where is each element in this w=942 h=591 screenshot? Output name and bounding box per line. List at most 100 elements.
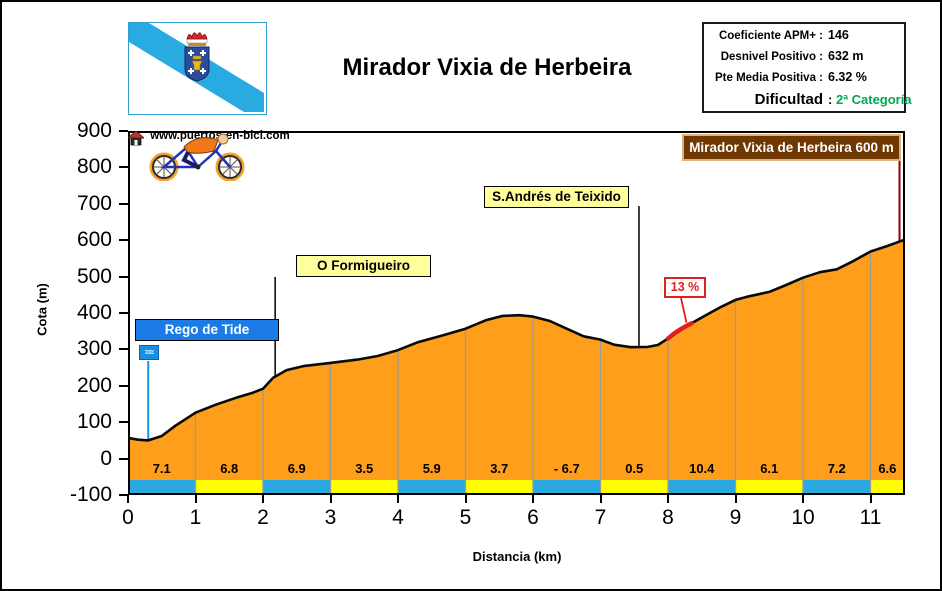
x-axis-tick — [667, 495, 669, 503]
km-stripe — [735, 480, 803, 493]
y-axis-tick — [119, 202, 128, 205]
y-axis-tick-label: 200 — [76, 373, 112, 397]
y-axis-tick-label: 600 — [76, 228, 112, 252]
y-axis-tick — [119, 239, 128, 242]
stat-row-dificultad: Dificultad : 2ª Categoría — [708, 91, 912, 109]
x-axis-tick — [599, 495, 602, 503]
x-axis-tick — [869, 495, 872, 503]
km-stripe — [330, 480, 398, 493]
stat-label: Desnivel Positivo : — [720, 51, 823, 64]
y-axis-tick — [119, 312, 128, 314]
cyclist-icon — [149, 133, 245, 181]
stat-row-coeficiente: Coeficiente APM+ : 146 — [708, 28, 898, 42]
x-axis-tick-label: 7 — [594, 506, 607, 529]
galicia-flag-image — [129, 23, 264, 112]
stat-label: Coeficiente APM+ : — [718, 30, 823, 42]
x-axis-tick-label: 11 — [859, 506, 882, 529]
y-axis-tick — [119, 384, 128, 387]
y-axis-tick — [119, 348, 128, 351]
segment-gradient-value: - 6.7 — [553, 461, 580, 476]
difficulty-value: : 2ª Categoría — [828, 92, 912, 108]
segment-gradient-value: 7.1 — [152, 461, 171, 476]
x-axis-tick-label: 2 — [257, 506, 269, 529]
x-axis-tick — [329, 495, 332, 503]
x-axis-tick-label: 9 — [729, 506, 742, 529]
km-stripe — [128, 480, 196, 493]
stat-label: Pte Media Positiva : — [714, 72, 823, 85]
km-stripe — [668, 480, 736, 493]
y-axis-tick — [119, 166, 128, 169]
y-axis-tick-label: -100 — [69, 483, 112, 506]
x-axis-tick-label: 5 — [459, 506, 472, 529]
x-axis-tick — [194, 495, 197, 503]
profile-area — [128, 239, 905, 480]
page-title: Mirador Vixia de Herbeira — [342, 54, 632, 81]
x-axis-tick-label: 8 — [662, 506, 674, 529]
y-axis-tick-label: 300 — [76, 337, 112, 361]
annotation-s-andres-de-teixido: S.Andrés de Teixido — [484, 186, 629, 208]
stat-row-desnivel: Desnivel Positivo : 632 m — [708, 49, 898, 64]
km-stripe — [600, 480, 668, 493]
y-axis-tick — [119, 494, 128, 496]
y-axis-tick — [119, 275, 128, 278]
difficulty-category: 2ª Categoría — [835, 92, 912, 108]
km-stripe — [195, 480, 263, 493]
x-axis-tick — [734, 495, 737, 503]
annotation-o-formigueiro: O Formigueiro — [296, 255, 431, 277]
segment-gradient-value: 10.4 — [689, 461, 715, 476]
elevation-profile-plot: www.puertos-en-bici.com Rego de Tide ≈≈ … — [128, 130, 905, 495]
segment-gradient-value: 6.9 — [287, 461, 306, 476]
annotation-steep-13pct: 13 % — [664, 277, 706, 298]
stat-value: 146 — [828, 28, 849, 42]
stat-value: 6.32 % — [828, 70, 867, 85]
y-axis-tick — [119, 421, 128, 424]
y-axis-tick-label: 0 — [100, 446, 112, 470]
x-axis-title: Distancia (km) — [472, 549, 562, 564]
x-axis-tick-label: 6 — [527, 506, 539, 529]
x-axis-tick-label: 4 — [392, 506, 404, 529]
x-axis-tick — [127, 495, 129, 503]
river-icon: ≈≈ — [139, 345, 159, 360]
km-stripe — [398, 480, 466, 493]
km-stripe — [465, 480, 533, 493]
puertos-en-bici-logo: www.puertos-en-bici.com — [142, 130, 298, 181]
climb-stats-box: Coeficiente APM+ : 146 Desnivel Positivo… — [702, 22, 912, 113]
difficulty-label: Dificultad — [754, 91, 823, 109]
plot-border — [128, 131, 905, 495]
x-axis-tick-label: 1 — [189, 506, 202, 529]
x-axis-tick-label: 0 — [122, 506, 134, 529]
x-axis-tick — [532, 495, 534, 503]
y-axis-tick-label: 100 — [76, 410, 112, 434]
galicia-flag — [128, 22, 267, 115]
segment-gradient-value: 6.6 — [878, 461, 897, 476]
steep-callout-line — [680, 297, 688, 323]
y-axis-tick-label: 500 — [76, 264, 112, 288]
segment-gradient-value: 3.5 — [355, 461, 374, 476]
segment-gradient-value: 5.9 — [422, 461, 441, 476]
stat-row-pendiente: Pte Media Positiva : 6.32 % — [708, 70, 898, 85]
elevation-profile-chart — [128, 131, 905, 495]
segment-gradient-value: 3.7 — [490, 461, 509, 476]
steep-section-mark — [665, 320, 694, 341]
segment-gradient-value: 0.5 — [625, 461, 644, 476]
x-axis-tick — [397, 495, 399, 503]
y-axis-tick — [119, 130, 128, 132]
annotation-rego-de-tide: Rego de Tide — [135, 319, 279, 341]
y-axis-tick-label: 700 — [76, 191, 112, 215]
profile-line — [128, 238, 905, 442]
y-axis-tick-label: 800 — [76, 155, 112, 179]
km-stripe — [263, 480, 331, 493]
y-axis-tick-label: 400 — [76, 301, 112, 324]
annotation-mirador-summit: Mirador Vixia de Herbeira 600 m — [682, 134, 901, 161]
segment-gradient-value: 7.2 — [827, 461, 846, 476]
x-axis-tick — [464, 495, 467, 503]
km-stripe — [870, 480, 905, 493]
segment-gradient-value: 6.1 — [760, 461, 779, 476]
segment-gradient-value: 6.8 — [220, 461, 239, 476]
km-stripe — [533, 480, 601, 493]
x-axis-tick — [262, 495, 264, 503]
x-axis-tick-label: 3 — [324, 506, 337, 529]
km-stripe — [803, 480, 871, 493]
galicia-coat-of-arms — [184, 32, 210, 82]
